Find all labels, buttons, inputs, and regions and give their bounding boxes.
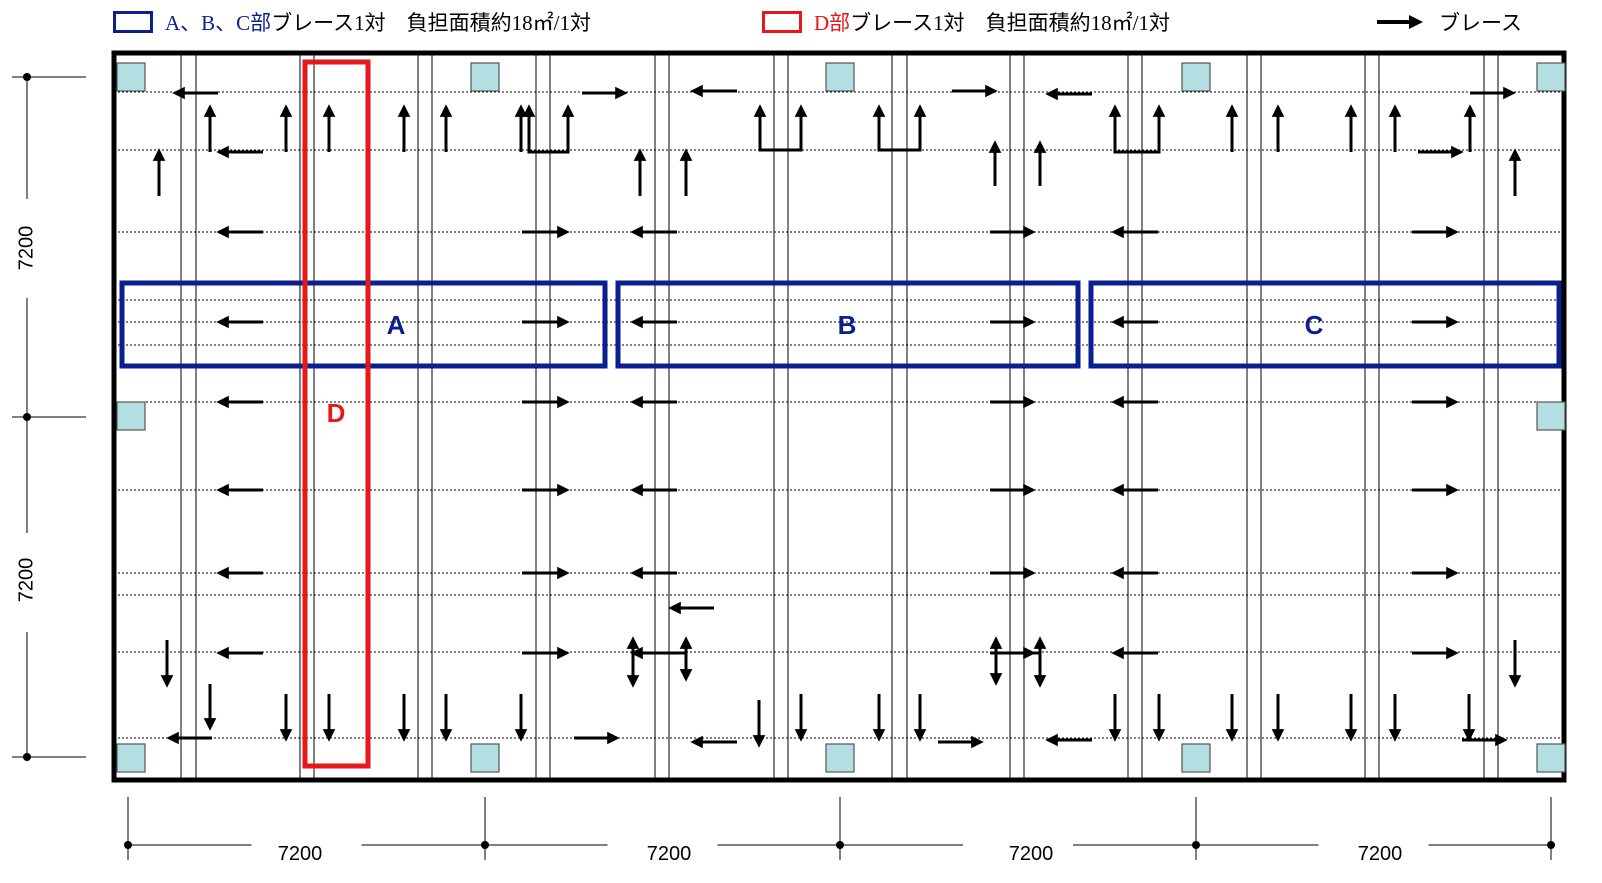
legend-abc-highlight: A、B、C部 bbox=[165, 11, 272, 35]
legend-abc-text: ブレース1対 負担面積約18㎡/1対 bbox=[271, 11, 591, 35]
dim-label-horizontal: 7200 bbox=[1009, 843, 1054, 865]
column bbox=[1536, 401, 1566, 431]
dimension-lines: 7200 7200 7200 7200 7200 7200 bbox=[12, 73, 1555, 865]
brace-pair bbox=[1108, 104, 1166, 154]
column bbox=[1181, 62, 1211, 92]
legend-brace-text: ブレース bbox=[1439, 11, 1522, 35]
column bbox=[470, 62, 500, 92]
dim-node bbox=[23, 413, 31, 421]
purlin-grid bbox=[114, 53, 1564, 780]
brace-pair bbox=[626, 636, 693, 655]
zone-d-label: D bbox=[327, 398, 346, 428]
dim-label-vertical: 7200 bbox=[15, 226, 37, 271]
column bbox=[116, 401, 146, 431]
column bbox=[825, 743, 855, 773]
dim-node bbox=[23, 753, 31, 761]
legend-d-text: ブレース1対 負担面積約18㎡/1対 bbox=[850, 11, 1170, 35]
brace-pair bbox=[872, 104, 927, 152]
dim-label-vertical: 7200 bbox=[15, 558, 37, 603]
zone-d-box bbox=[302, 59, 371, 769]
column bbox=[1181, 743, 1211, 773]
braces bbox=[152, 84, 1522, 749]
legend-brace: ブレース bbox=[1375, 6, 1522, 38]
legend-d: D部 ブレース1対 負担面積約18㎡/1対 bbox=[762, 6, 1170, 38]
legend-d-highlight: D部 bbox=[814, 11, 851, 35]
dim-label-horizontal: 7200 bbox=[278, 843, 323, 865]
column bbox=[1536, 743, 1566, 773]
column bbox=[825, 62, 855, 92]
dim-node bbox=[23, 73, 31, 81]
zone-a-box bbox=[119, 280, 608, 369]
legend-d-swatch bbox=[762, 11, 802, 33]
legend-abc: A、B、C部 ブレース1対 負担面積約18㎡/1対 bbox=[113, 6, 591, 38]
columns bbox=[116, 62, 1566, 773]
dim-label-horizontal: 7200 bbox=[1358, 843, 1403, 865]
brace-pair bbox=[989, 636, 1047, 655]
dim-label-horizontal: 7200 bbox=[647, 843, 692, 865]
brace-pair bbox=[522, 104, 575, 154]
brace-pair bbox=[753, 104, 808, 152]
arrow-right-icon bbox=[1377, 15, 1423, 29]
column bbox=[116, 743, 146, 773]
zones: A B C D bbox=[119, 59, 1562, 769]
zone-b-box bbox=[615, 280, 1081, 369]
legend-abc-swatch bbox=[113, 11, 153, 33]
zone-b-label: B bbox=[838, 310, 857, 340]
column bbox=[470, 743, 500, 773]
zone-c-label: C bbox=[1305, 310, 1324, 340]
column bbox=[116, 62, 146, 92]
zone-a-label: A bbox=[387, 310, 406, 340]
zone-c-box bbox=[1088, 280, 1562, 369]
column bbox=[1536, 62, 1566, 92]
